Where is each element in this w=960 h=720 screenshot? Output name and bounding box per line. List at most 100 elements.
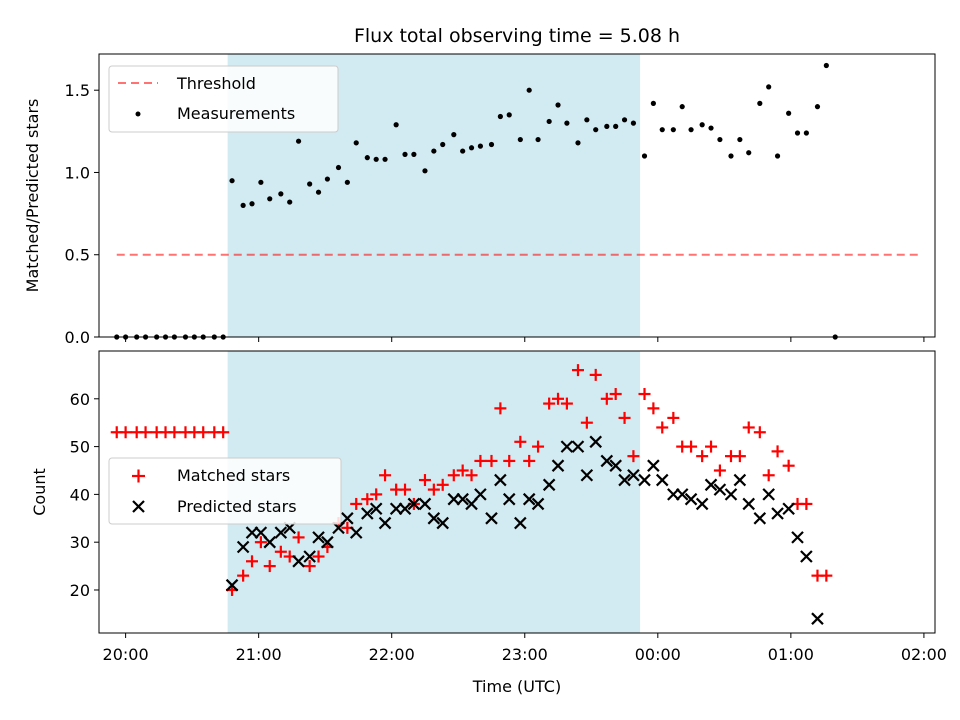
predicted-star-point — [638, 473, 651, 487]
top-y-tick-label: 0.0 — [65, 328, 90, 347]
matched-star-point — [656, 421, 669, 434]
measurement-point — [708, 125, 714, 131]
predicted-star-point — [465, 497, 478, 511]
x-tick-label: 22:00 — [369, 645, 415, 664]
matched-star-point — [532, 440, 545, 453]
top-x-ticks — [125, 337, 925, 342]
matched-star-point — [485, 454, 498, 467]
matched-star-point — [685, 440, 698, 453]
matched-star-point — [494, 402, 507, 415]
matched-star-point — [292, 531, 305, 544]
matched-star-point — [456, 464, 469, 477]
matched-star-point — [139, 426, 152, 439]
predicted-star-point — [485, 512, 498, 525]
measurements-points — [114, 62, 838, 340]
legend-predicted-swatch — [132, 500, 145, 513]
matched-star-point — [523, 454, 536, 467]
measurement-point — [506, 112, 512, 118]
predicted-star-point — [675, 488, 689, 501]
top-legend: Threshold Measurements — [108, 65, 339, 133]
matched-star-point — [762, 469, 775, 482]
measurement-point — [526, 87, 532, 93]
measurement-point — [641, 153, 648, 159]
predicted-star-point — [655, 473, 669, 487]
measurement-point — [373, 156, 379, 162]
predicted-star-point — [263, 535, 277, 549]
measurement-point — [613, 123, 619, 129]
top-y-tick-label: 1.0 — [65, 163, 90, 182]
matched-star-point — [379, 469, 392, 482]
matched-star-point — [713, 464, 726, 477]
matched-star-point — [638, 388, 651, 401]
measurement-point — [295, 138, 302, 144]
predicted-star-point — [753, 512, 767, 525]
matched-star-point — [274, 545, 287, 558]
top-panel: 0.0 0.5 1.0 1.5 Matched/Predicted stars Thr… — [23, 53, 936, 347]
matched-star-point — [742, 421, 755, 434]
measurement-point — [517, 136, 523, 143]
predicted-star-point — [791, 531, 804, 544]
measurement-point — [364, 155, 370, 161]
measurement-point — [477, 143, 484, 149]
matched-star-point — [312, 550, 325, 563]
matched-star-point — [771, 445, 784, 458]
predicted-star-point — [580, 468, 594, 482]
predicted-star-point — [609, 459, 622, 472]
bottom-x-ticks: 20:00 21:00 22:00 23:00 00:00 01:00 02:00 — [103, 633, 947, 664]
measurement-point — [324, 176, 331, 182]
predicted-star-point — [254, 526, 268, 539]
predicted-star-point — [724, 488, 738, 501]
matched-star-point — [237, 569, 250, 582]
matched-star-point — [436, 478, 449, 491]
predicted-star-point — [531, 497, 545, 511]
measurement-point — [382, 156, 388, 162]
matched-star-point — [552, 392, 565, 405]
top-y-axis-label: Matched/Predicted stars — [23, 99, 42, 293]
matched-star-point — [465, 469, 478, 482]
matched-star-point — [667, 411, 680, 424]
predicted-star-point — [274, 526, 288, 539]
matched-star-point — [580, 416, 593, 429]
predicted-star-point — [349, 526, 363, 539]
bottom-y-tick-label: 40 — [70, 485, 90, 504]
predicted-star-point — [398, 502, 412, 516]
measurement-point — [422, 168, 428, 174]
legend-measurements-swatch — [135, 111, 141, 117]
matched-star-point — [503, 454, 516, 467]
measurement-point — [402, 151, 408, 157]
bottom-plot-frame — [98, 350, 936, 634]
top-plot-frame — [98, 53, 936, 338]
measurement-point — [564, 120, 570, 126]
measurement-point — [575, 140, 581, 146]
measurement-point — [393, 122, 399, 128]
bottom-y-tick-label: 50 — [70, 438, 90, 457]
predicted-star-point — [474, 488, 487, 501]
measurement-point — [535, 136, 541, 143]
measurement-point — [307, 181, 313, 187]
legend-measurements-label: Measurements — [177, 104, 295, 123]
predicted-star-point — [800, 550, 813, 563]
predicted-star-point — [647, 459, 660, 472]
measurement-point — [240, 202, 246, 208]
predicted-star-point — [427, 512, 441, 525]
matched-star-point — [399, 483, 412, 496]
matched-star-point — [370, 488, 383, 501]
predicted-star-point — [341, 512, 354, 525]
predicted-star-point — [494, 473, 507, 487]
measurement-point — [630, 120, 637, 126]
measurement-point — [258, 179, 264, 185]
measurement-point — [344, 179, 350, 185]
matched-star-point — [705, 440, 718, 453]
measurement-point — [659, 127, 665, 133]
predicted-stars-points — [225, 435, 824, 625]
measurement-point — [814, 104, 821, 110]
predicted-star-point — [782, 502, 795, 516]
measurement-point — [468, 145, 475, 151]
predicted-star-point — [742, 497, 756, 511]
predicted-star-point — [733, 473, 747, 487]
top-y-tick-label: 0.5 — [65, 246, 90, 265]
predicted-star-point — [762, 488, 775, 501]
x-tick-label: 00:00 — [635, 645, 681, 664]
matched-star-point — [800, 497, 813, 510]
